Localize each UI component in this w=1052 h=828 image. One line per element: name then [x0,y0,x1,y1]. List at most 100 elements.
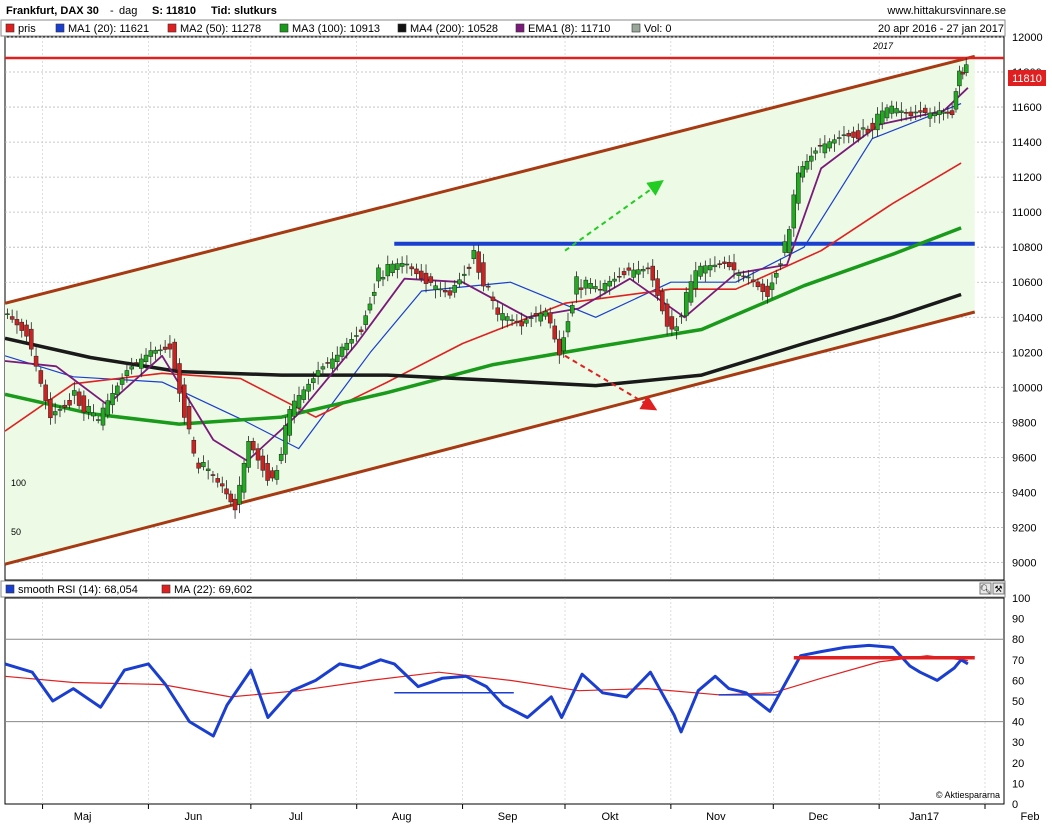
candle-body [894,108,899,114]
candle-body [232,498,238,511]
candle-body [442,290,448,293]
candle-body [552,325,558,340]
candle-body [865,128,871,134]
candle-body [409,266,414,270]
candle-body [717,263,722,265]
candle-body [158,349,163,352]
settings-button[interactable]: ⚒ [992,582,1005,595]
candle-body [395,263,400,270]
candle-body [927,112,933,119]
candle-body [14,319,20,326]
legend-label: MA3 (100): 10913 [292,23,380,35]
candle-body [358,329,364,332]
candle-body [660,291,665,312]
candle-body [306,383,311,392]
candle-body [24,324,29,337]
candle-body [593,286,598,290]
candle-body [418,270,424,279]
candle-body [380,277,386,280]
candle-body [960,72,966,75]
ma-line [5,162,962,432]
candle-body [29,328,34,350]
rsi-line [5,643,969,738]
candle-body [588,283,593,289]
candle-body [875,113,880,131]
candle-body [148,350,154,357]
legend-label: MA1 (20): 11621 [68,23,149,35]
year-marker: 2017 [872,41,894,51]
price-plot [5,54,1004,566]
legend-swatch [631,23,641,33]
candle-body [922,107,928,113]
candle-body [800,166,805,178]
candle-body [67,400,72,406]
candle-body [578,287,584,290]
price-tick-label: 9400 [1012,487,1036,499]
candle-body [72,390,77,396]
candle-body [9,316,15,320]
candle-body [57,409,63,411]
rsi-tick-label: 90 [1012,614,1024,626]
candle-body [918,110,923,113]
candle-body [390,263,395,274]
price-tick-label: 10200 [1012,347,1043,359]
candle-body [86,405,91,413]
candle-body [621,271,627,276]
candle-body [205,468,211,471]
candle-body [191,439,197,454]
candle-body [452,285,457,293]
candle-body [19,321,24,331]
candle-body [354,335,359,337]
candle-body [570,305,575,314]
rsi-tick-label: 10 [1012,778,1024,790]
candle-body [466,266,472,269]
candle-body [889,105,895,114]
candle-body [769,282,775,290]
candle-body [76,391,82,406]
candle-body [134,362,139,364]
candle-body [224,488,229,495]
candle-body [674,326,679,331]
candle-body [485,285,491,288]
candle-body [664,303,670,327]
main-legend: pris MA1 (20): 11621 MA2 (50): 11278 MA3 (1… [5,23,672,35]
candle-body [283,425,288,455]
candle-body [899,110,904,113]
month-label: Jun [185,811,203,823]
month-label: Okt [601,811,618,823]
price-tick-label: 10000 [1012,382,1043,394]
candle-body [856,130,861,140]
month-label: Dec [809,811,829,823]
candle-body [196,462,201,469]
price-tick-label: 9200 [1012,522,1036,534]
candle-body [162,346,168,350]
candle-body [320,366,326,370]
candle-body [688,281,694,303]
candle-body [186,405,192,430]
candle-body [693,270,699,289]
trend-arrow [564,180,664,252]
candle-body [330,358,335,369]
legend-swatch [167,23,177,33]
candle-body [265,463,270,481]
candle-body [433,285,438,290]
candle-body [167,343,173,350]
candle-body [707,265,713,271]
candle-body [215,478,220,483]
candle-body [879,110,885,125]
candle-body [903,112,909,114]
rsi-plot [5,643,975,738]
legend-swatch [397,23,407,33]
candle-body [278,453,284,461]
rsi-legend-swatch [5,584,15,594]
rsi-tick-label: 80 [1012,634,1024,646]
candle-body [48,398,53,419]
candle-body [301,389,307,400]
candle-body [804,160,810,170]
channel-lower-line [5,310,976,566]
candle-body [500,313,505,321]
candle-body [172,341,177,370]
zoom-button[interactable]: 🔍︎ [979,582,992,595]
rsi-grid [5,598,1004,804]
